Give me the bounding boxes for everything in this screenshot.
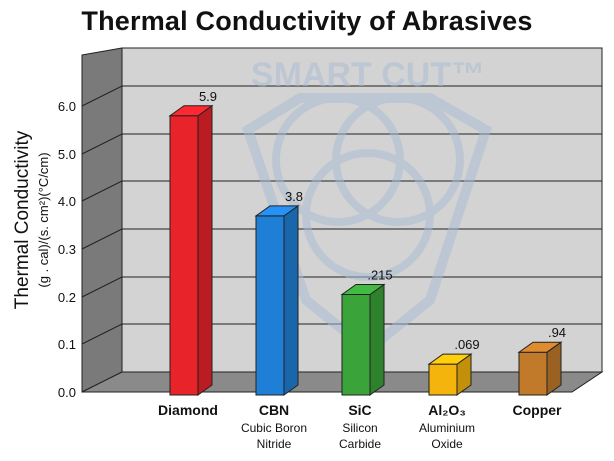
gridline <box>81 228 602 250</box>
bar-side <box>369 283 385 396</box>
y-tick-label: 0.1 <box>58 337 76 352</box>
watermark-circle <box>302 149 434 281</box>
value-labels: 5.9 3.8 .215 .069 .94 <box>199 89 566 352</box>
bar-front <box>255 215 285 396</box>
category-sublabel: Silicon <box>342 421 377 435</box>
gridline <box>81 180 602 202</box>
bar-top <box>340 284 386 296</box>
chart-title: Thermal Conductivity of Abrasives <box>81 6 533 36</box>
bar <box>168 104 214 396</box>
watermark: SMART CUT™ <box>241 56 493 357</box>
bar <box>340 283 386 396</box>
y-axis-units: (g . cal)/(s. cm²)(°C/cm) <box>36 152 51 287</box>
y-tick-label: 0.0 <box>58 385 76 400</box>
gridline <box>81 85 602 107</box>
y-tick-labels: 0.0 0.1 0.2 0.3 4.0 5.0 6.0 <box>58 99 76 400</box>
category-sublabel: Cubic Boron <box>241 421 307 435</box>
bar <box>254 204 300 396</box>
y-tick-label: 4.0 <box>58 194 76 209</box>
bar-top <box>168 105 214 117</box>
watermark-text: SMART CUT™ <box>251 56 485 94</box>
category-label: Diamond <box>158 402 218 418</box>
bar-top <box>427 353 473 365</box>
x-category-labels: Diamond CBN Cubic Boron Nitride SiC Silicon Ca… <box>158 402 562 451</box>
value-label: .069 <box>454 337 479 352</box>
y-tick-label: 6.0 <box>58 99 76 114</box>
chart-side-wall <box>81 47 123 393</box>
bar <box>427 353 473 396</box>
bars <box>168 104 563 396</box>
bar-front <box>341 294 371 396</box>
bar-top <box>254 205 300 217</box>
category-label: Copper <box>513 402 563 418</box>
category-label: Al₂O₃ <box>428 402 466 418</box>
category-label: SiC <box>348 402 371 418</box>
gridline <box>81 323 602 345</box>
category-sublabel: Oxide <box>431 437 463 451</box>
y-tick-label: 0.3 <box>58 242 76 257</box>
bar-front <box>518 351 548 396</box>
bar-top <box>517 341 563 353</box>
category-sublabel: Carbide <box>339 437 381 451</box>
value-label: .215 <box>367 268 392 283</box>
bar-side <box>283 204 299 396</box>
gridline <box>81 133 602 155</box>
value-label: 5.9 <box>199 89 217 104</box>
bar-front <box>428 363 458 396</box>
category-label: CBN <box>259 402 289 418</box>
bar-side <box>197 104 213 396</box>
category-sublabel: Aluminium <box>419 421 475 435</box>
bar-front <box>169 115 199 396</box>
value-label: .94 <box>548 325 566 340</box>
value-label: 3.8 <box>285 189 303 204</box>
y-tick-label: 0.2 <box>58 290 76 305</box>
category-sublabel: Nitride <box>257 437 292 451</box>
y-axis-title: Thermal Conductivity <box>12 130 33 309</box>
bar <box>517 341 563 396</box>
y-tick-label: 5.0 <box>58 147 76 162</box>
